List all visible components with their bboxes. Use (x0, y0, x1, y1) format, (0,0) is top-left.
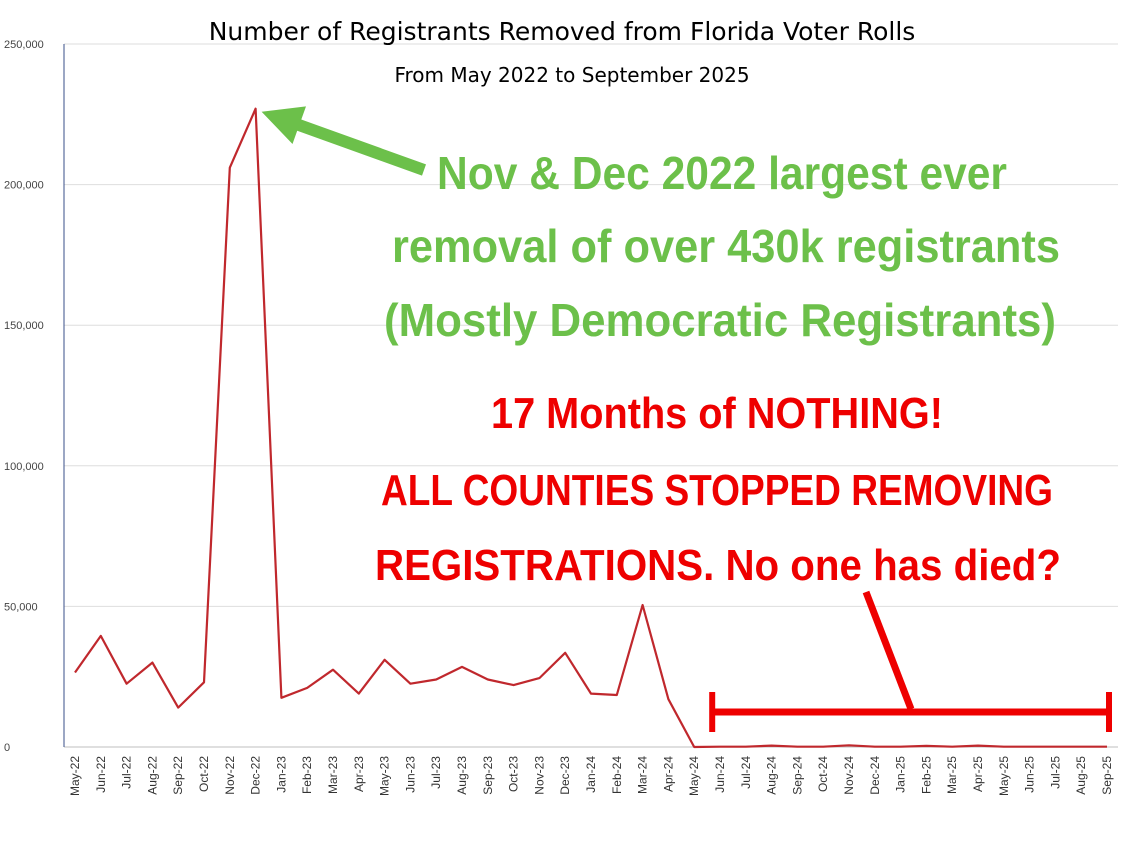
x-tick-label: Mar-25 (945, 756, 959, 794)
x-tick-label: Aug-24 (765, 756, 779, 795)
x-axis-ticks: May-22 Jun-22 Jul-22 Aug-22 Sep-22 Oct-22 Nov-… (68, 756, 1114, 796)
x-tick-label: Sep-23 (481, 756, 495, 795)
green-annotation: Nov & Dec 2022 largest ever removal of o… (261, 106, 1060, 346)
x-tick-label: Jun-23 (403, 756, 417, 793)
x-tick-label: May-22 (68, 756, 82, 796)
x-tick-label: May-24 (687, 756, 701, 796)
x-tick-label: Dec-24 (868, 756, 882, 795)
x-tick-label: Aug-25 (1074, 756, 1088, 795)
red-annotation-line-2: ALL COUNTIES STOPPED REMOVING (381, 466, 1053, 515)
green-annotation-line-3: (Mostly Democratic Registrants) (384, 294, 1056, 346)
x-tick-label: Feb-24 (610, 756, 624, 794)
y-tick-label: 250,000 (4, 39, 44, 51)
x-tick-label: Aug-23 (455, 756, 469, 795)
red-annotation-line-3: REGISTRATIONS. No one has died? (375, 541, 1061, 590)
x-tick-label: Oct-22 (197, 756, 211, 792)
x-tick-label: Sep-24 (790, 756, 804, 795)
y-axis-ticks: 0 50,000 100,000 150,000 200,000 250,000 (4, 39, 44, 754)
x-tick-label: Oct-24 (816, 756, 830, 792)
x-tick-label: Dec-23 (558, 756, 572, 795)
y-tick-label: 100,000 (4, 461, 44, 473)
x-tick-label: Feb-25 (919, 756, 933, 794)
x-tick-label: Jul-25 (1048, 756, 1062, 789)
x-tick-label: Jun-22 (94, 756, 108, 793)
red-annotation-line-1: 17 Months of NOTHING! (491, 389, 943, 438)
x-tick-label: Jul-24 (739, 756, 753, 789)
y-tick-label: 200,000 (4, 180, 44, 192)
x-tick-label: Mar-23 (326, 756, 340, 794)
y-tick-label: 150,000 (4, 320, 44, 332)
x-tick-label: Nov-23 (532, 756, 546, 795)
red-pointer-line (862, 590, 915, 711)
chart-title: Number of Registrants Removed from Flori… (209, 17, 916, 46)
red-annotation: 17 Months of NOTHING! ALL COUNTIES STOPP… (375, 389, 1112, 732)
x-tick-label: Nov-22 (223, 756, 237, 795)
x-tick-label: Jun-25 (1023, 756, 1037, 793)
y-tick-label: 0 (4, 742, 10, 754)
x-tick-label: Sep-25 (1100, 756, 1114, 795)
x-tick-label: Mar-24 (636, 756, 650, 794)
green-annotation-line-1: Nov & Dec 2022 largest ever (437, 147, 1007, 199)
x-tick-label: Jun-24 (713, 756, 727, 793)
x-tick-label: Oct-23 (507, 756, 521, 792)
green-arrow (261, 106, 426, 176)
x-tick-label: Sep-22 (171, 756, 185, 795)
x-tick-label: Jan-25 (894, 756, 908, 793)
x-tick-label: Feb-23 (300, 756, 314, 794)
y-tick-label: 50,000 (4, 601, 38, 613)
x-tick-label: May-25 (997, 756, 1011, 796)
x-tick-label: May-23 (378, 756, 392, 796)
x-tick-label: Apr-23 (352, 756, 366, 792)
x-tick-label: Apr-24 (661, 756, 675, 792)
red-span-bracket (709, 590, 1112, 732)
x-tick-label: Jan-23 (274, 756, 288, 793)
x-tick-label: Nov-24 (842, 756, 856, 795)
x-tick-label: Dec-22 (249, 756, 263, 795)
x-tick-label: Jul-22 (120, 756, 134, 789)
x-tick-label: Apr-25 (971, 756, 985, 792)
series-line (74, 107, 1107, 749)
green-annotation-line-2: removal of over 430k registrants (392, 220, 1060, 272)
chart-subtitle: From May 2022 to September 2025 (394, 63, 749, 87)
x-tick-label: Aug-22 (145, 756, 159, 795)
x-tick-label: Jul-23 (429, 756, 443, 789)
x-tick-label: Jan-24 (584, 756, 598, 793)
